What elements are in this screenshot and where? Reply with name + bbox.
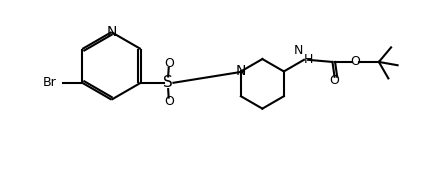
Text: O: O [351,56,361,68]
Text: Br: Br [43,76,57,89]
Text: S: S [163,75,173,90]
Text: H: H [304,53,313,66]
Text: N: N [236,64,246,78]
Text: O: O [164,95,174,108]
Text: N: N [293,44,303,57]
Text: O: O [329,74,339,87]
Text: N: N [106,25,117,39]
Text: O: O [164,57,174,70]
